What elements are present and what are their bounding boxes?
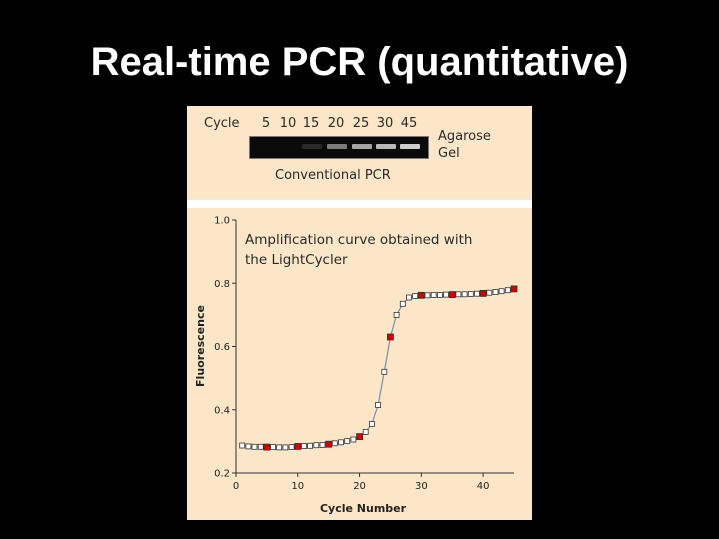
data-point — [461, 291, 468, 298]
data-point — [436, 292, 443, 298]
gel-band — [302, 144, 322, 149]
data-point — [307, 442, 313, 449]
data-point — [375, 402, 382, 408]
data-point — [288, 444, 295, 451]
highlighted-data-point — [479, 290, 487, 297]
x-ticks: 0 10 20 30 40 — [233, 473, 490, 492]
data-point — [424, 292, 431, 299]
data-point — [504, 287, 511, 294]
data-point — [467, 291, 474, 297]
data-point — [313, 442, 320, 449]
cycle-label: Cycle — [204, 116, 240, 131]
data-point — [430, 292, 437, 298]
panel-divider — [187, 200, 532, 208]
data-point — [368, 421, 375, 427]
x-tick-label: 40 — [477, 481, 490, 492]
pcr-figure: Cycle 5 10 15 20 25 30 45 Agarose Gel Co… — [187, 106, 532, 520]
y-tick-label: 0.6 — [214, 342, 230, 353]
agarose-gel-image — [249, 136, 429, 159]
plot-panel: 0 10 20 30 40 0.2 0.4 0.6 0.8 1.0 Amplification … — [187, 208, 532, 520]
data-point — [301, 443, 307, 450]
y-tick-label: 0.4 — [214, 405, 230, 416]
data-point — [251, 443, 258, 450]
data-point — [393, 312, 400, 318]
data-point — [270, 444, 276, 451]
amplification-chart: 0 10 20 30 40 0.2 0.4 0.6 0.8 1.0 Amplification … — [194, 216, 518, 515]
data-point — [245, 443, 252, 450]
highlighted-data-point — [356, 433, 364, 441]
data-point — [381, 368, 388, 375]
data-point — [455, 291, 462, 298]
highlighted-data-point — [448, 291, 456, 298]
data-point — [498, 288, 505, 295]
data-point — [492, 289, 499, 295]
x-tick-label: 10 — [291, 481, 304, 492]
data-point — [406, 294, 412, 301]
y-tick-label: 1.0 — [214, 216, 230, 227]
data-point — [276, 444, 283, 451]
gel-panel: Cycle 5 10 15 20 25 30 45 Agarose Gel Co… — [187, 106, 532, 198]
data-point — [486, 289, 493, 296]
data-point — [239, 442, 246, 449]
x-tick-label: 0 — [233, 481, 239, 492]
highlighted-data-point — [294, 442, 302, 450]
data-point — [443, 291, 449, 298]
highlighted-data-point — [263, 443, 271, 451]
y-tick-label: 0.8 — [214, 279, 230, 290]
cycle-number: 25 — [352, 116, 370, 131]
highlighted-data-point — [386, 333, 394, 341]
agarose-label-line2: Gel — [438, 146, 460, 161]
data-point — [331, 440, 338, 447]
conventional-pcr-caption: Conventional PCR — [275, 168, 391, 183]
cycle-number: 15 — [302, 116, 320, 131]
cycle-number: 5 — [261, 116, 271, 131]
y-ticks: 0.2 0.4 0.6 0.8 1.0 — [214, 216, 236, 480]
data-point — [412, 293, 419, 299]
data-point — [473, 290, 480, 297]
data-point — [257, 443, 264, 450]
chart-annotation-line2: the LightCycler — [245, 252, 348, 268]
slide-title: Real-time PCR (quantitative) — [90, 40, 629, 84]
highlighted-data-point — [417, 291, 425, 299]
gel-band — [400, 144, 420, 149]
data-point — [282, 444, 289, 451]
agarose-label-line1: Agarose — [438, 129, 491, 144]
data-point — [319, 441, 326, 448]
x-axis-title: Cycle Number — [320, 502, 407, 515]
cycle-number: 45 — [400, 116, 418, 131]
highlighted-data-point — [510, 285, 518, 293]
data-point — [350, 436, 357, 443]
x-tick-label: 30 — [415, 481, 428, 492]
y-axis-title: Fluorescence — [194, 305, 207, 387]
gel-band — [327, 144, 347, 149]
y-tick-label: 0.2 — [214, 469, 230, 480]
data-point — [362, 428, 369, 435]
agarose-gel-label: Agarose Gel — [438, 128, 491, 162]
data-point — [338, 439, 344, 446]
cycle-number: 20 — [327, 116, 345, 131]
cycle-number: 10 — [279, 116, 297, 131]
highlighted-data-point — [325, 440, 333, 448]
gel-band — [352, 144, 372, 149]
data-points — [239, 285, 518, 451]
gel-band — [376, 144, 396, 149]
cycle-number: 30 — [376, 116, 394, 131]
amplification-curve — [242, 288, 515, 448]
chart-annotation-line1: Amplification curve obtained with — [245, 232, 472, 248]
x-tick-label: 20 — [353, 481, 366, 492]
data-point — [399, 300, 406, 307]
data-point — [344, 438, 351, 445]
